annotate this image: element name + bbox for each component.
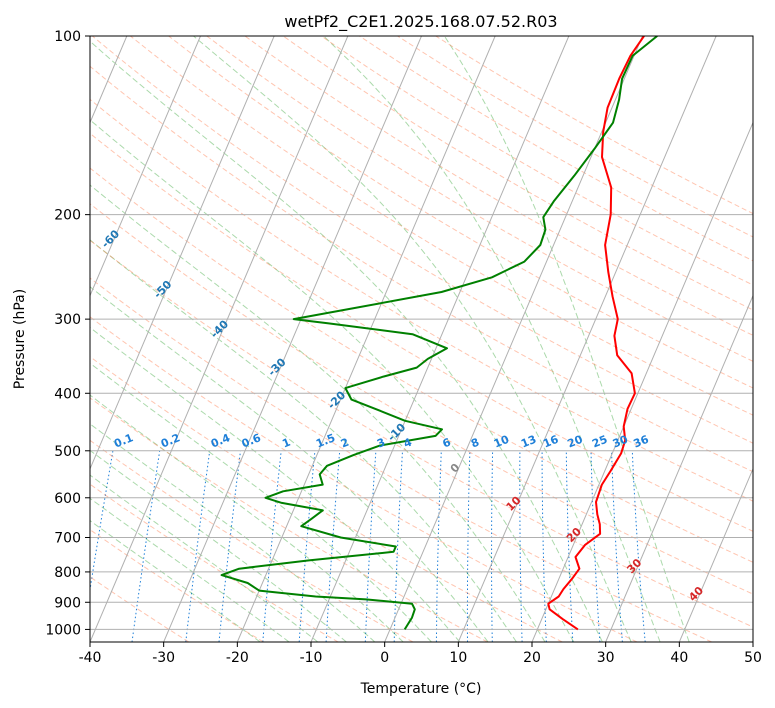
mixing-ratio-label: 3 <box>375 436 387 451</box>
plot-area: 0.10.20.40.611.52346810131620253036-100-… <box>90 36 753 642</box>
x-tick-label: 40 <box>670 650 688 666</box>
mixing-ratio-line <box>90 450 114 593</box>
moist-adiabat-line <box>90 449 347 642</box>
isotherm-line <box>310 36 570 642</box>
moist-adiabat-line <box>90 286 489 642</box>
plot-frame <box>89 35 754 643</box>
x-tick-label: -40 <box>79 650 102 666</box>
moist-adiabat-line <box>443 36 690 642</box>
moist-adiabat-line <box>90 474 319 642</box>
mixing-ratio-label: 25 <box>590 433 609 451</box>
moist-adiabat-line <box>90 184 546 642</box>
moist-adiabat-line <box>90 239 517 642</box>
dry-adiabat-line <box>90 65 753 473</box>
isotherm-line <box>90 36 349 642</box>
x-tick-label: 30 <box>597 650 615 666</box>
y-tick-label: 400 <box>54 386 81 402</box>
dry-adiabat-line <box>359 36 753 262</box>
x-tick-label: 50 <box>744 650 762 666</box>
mixing-ratio-label: 13 <box>519 433 538 451</box>
y-tick-label: 800 <box>54 565 81 581</box>
x-tick-label: -10 <box>300 650 323 666</box>
dry-adiabat-line <box>90 239 753 628</box>
moist-adiabat-line <box>90 520 261 642</box>
isotherm-line <box>163 36 422 642</box>
dry-adiabat-line <box>320 36 753 286</box>
isotherm-line <box>384 36 643 642</box>
x-tick-label: -20 <box>226 650 249 666</box>
dry-adiabat-line <box>90 439 414 642</box>
mixing-ratio-label: 10 <box>492 433 511 451</box>
isotherm-line <box>531 121 753 642</box>
series-lines <box>220 36 658 631</box>
moist-adiabat-line <box>90 394 404 642</box>
mixing-ratio-line <box>262 450 282 642</box>
dry-adiabat-line <box>90 529 264 642</box>
isotherm-line <box>605 294 753 642</box>
mixing-ratio-label: 1 <box>280 436 292 451</box>
x-axis-label: Temperature (°C) <box>360 681 482 697</box>
dry-adiabat-line <box>90 316 638 642</box>
mixing-ratio-label: 2 <box>339 436 351 451</box>
mixing-ratio-label: 16 <box>541 433 560 451</box>
mixing-ratio-line <box>185 450 211 642</box>
y-tick-label: 900 <box>54 595 81 611</box>
mixing-ratio-label: 30 <box>611 433 630 451</box>
dry-adiabat-line <box>91 36 753 444</box>
y-axis-label: Pressure (hPa) <box>12 289 28 389</box>
y-tick-label: 700 <box>54 531 81 547</box>
moist-adiabat-line <box>90 40 603 642</box>
dry-adiabat-line <box>90 132 753 532</box>
dewpoint-profile-line <box>220 36 658 630</box>
moist-adiabat-line <box>193 36 632 642</box>
moist-adiabat-line <box>90 326 461 642</box>
dry-adiabat-line <box>90 483 339 642</box>
dry-adiabat-line <box>244 36 753 336</box>
mixing-ratio-line <box>631 450 646 642</box>
mixing-ratio-label: 36 <box>632 433 651 451</box>
dry-adiabat-line <box>90 167 753 563</box>
isotherm-line <box>90 36 275 471</box>
grid <box>90 36 753 642</box>
x-tick-label: 0 <box>380 650 389 666</box>
temperature-profile-line <box>547 36 645 631</box>
y-tick-label: 1000 <box>45 622 81 638</box>
mixing-ratio-line <box>218 450 241 642</box>
y-tick-label: 100 <box>54 29 81 45</box>
dry-adiabat-line <box>90 277 712 642</box>
x-tick-label: 10 <box>449 650 467 666</box>
moist-adiabat-line <box>90 119 575 642</box>
moist-adiabat-line <box>90 423 376 642</box>
y-tick-label: 500 <box>54 444 81 460</box>
dry-adiabat-line <box>90 203 753 595</box>
dry-adiabat-line <box>206 36 753 362</box>
isotherm-line <box>678 467 753 642</box>
x-tick-label: 20 <box>523 650 541 666</box>
moist-adiabat-line <box>90 362 432 642</box>
moist-adiabats <box>90 36 690 642</box>
dry-adiabat-line <box>130 36 753 416</box>
isotherm-line <box>457 36 717 642</box>
isotherm-line <box>236 36 496 642</box>
y-tick-label: 600 <box>54 491 81 507</box>
x-axis: -40 -30 -20 -10 0 10 20 30 40 50 <box>79 642 762 666</box>
mixing-ratio-lines <box>90 450 646 642</box>
mixing-ratio-label: 8 <box>469 436 481 451</box>
y-tick-label: 200 <box>54 208 81 224</box>
y-tick-label: 300 <box>54 312 81 328</box>
mixing-ratio-label: 20 <box>566 433 585 451</box>
y-axis: 100 200 300 400 500 600 700 800 900 1000 <box>45 29 90 638</box>
mixing-ratio-line <box>131 450 161 642</box>
isotherm-line <box>90 36 201 297</box>
x-tick-label: -30 <box>152 650 175 666</box>
chart-title: wetPf2_C2E1.2025.168.07.52.R03 <box>284 12 557 32</box>
